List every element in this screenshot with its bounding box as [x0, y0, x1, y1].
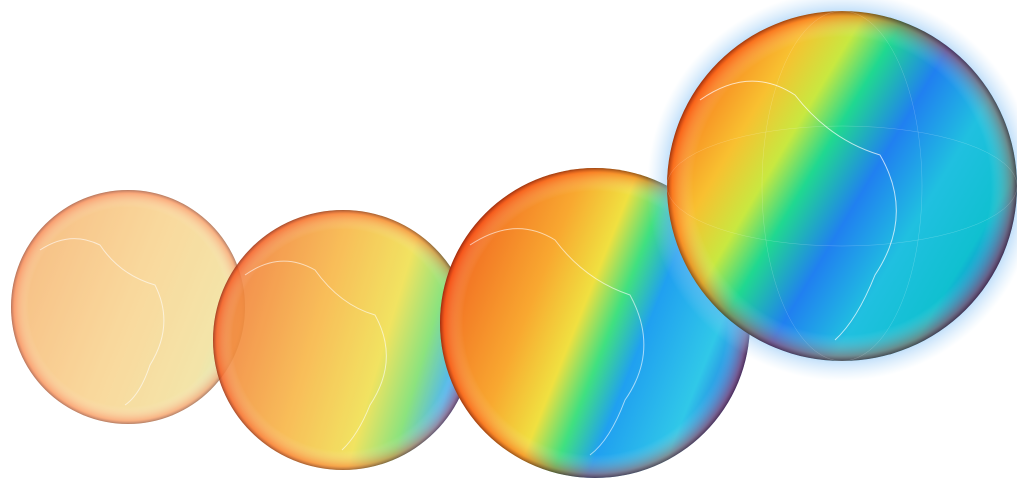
- coastline: [699, 80, 897, 341]
- globe-1: [11, 190, 245, 424]
- globe-rim: [11, 190, 245, 424]
- meridian: [761, 10, 923, 362]
- globe-2: [213, 210, 473, 470]
- globe-rim: [667, 11, 1017, 361]
- coastline: [244, 260, 387, 451]
- coastline: [39, 238, 165, 406]
- globe-rim: [213, 210, 473, 470]
- parallel: [666, 125, 1017, 247]
- globe-4: [647, 0, 1017, 381]
- coastline: [469, 228, 645, 456]
